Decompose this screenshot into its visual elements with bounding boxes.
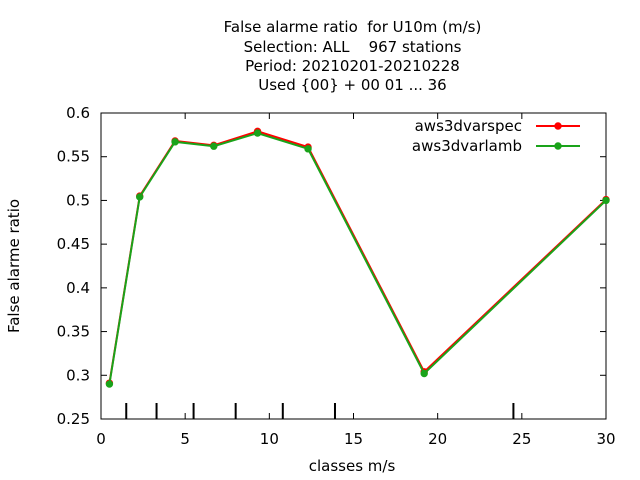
x-tick-label: 30 — [596, 430, 615, 448]
data-point-aws3dvarlamb — [171, 138, 179, 146]
x-tick-label: 25 — [512, 430, 531, 448]
chart-title-line-2: Selection: ALL 967 stations — [243, 38, 462, 56]
data-point-aws3dvarlamb — [136, 193, 144, 201]
data-point-aws3dvarlamb — [210, 142, 218, 150]
chart-title-line-1: False alarme ratio for U10m (m/s) — [223, 18, 482, 36]
y-tick-label: 0.35 — [57, 323, 90, 341]
data-point-aws3dvarlamb — [420, 369, 428, 378]
chart-title-line-3: Period: 20210201-20210228 — [245, 57, 460, 75]
y-tick-label: 0.3 — [66, 366, 90, 384]
legend-marker-aws3dvarspec — [554, 122, 562, 130]
y-tick-label: 0.55 — [57, 148, 90, 166]
y-tick-label: 0.6 — [66, 104, 90, 122]
legend-label-aws3dvarlamb: aws3dvarlamb — [412, 137, 522, 155]
data-point-aws3dvarlamb — [105, 380, 114, 388]
y-axis-label: False alarme ratio — [5, 199, 23, 333]
series-layer — [105, 127, 610, 388]
class-boundary-marks — [125, 403, 515, 419]
y-tick-label: 0.25 — [57, 410, 90, 428]
plot-frame — [100, 112, 607, 420]
y-axis: 0.25 0.3 0.35 0.4 0.45 0.5 0.55 0.6 — [57, 104, 606, 428]
x-tick-label: 10 — [260, 430, 279, 448]
x-tick-label: 20 — [428, 430, 447, 448]
x-tick-label: 5 — [180, 430, 190, 448]
data-point-aws3dvarlamb — [253, 129, 262, 137]
plot-border — [100, 112, 607, 420]
y-tick-label: 0.5 — [66, 191, 90, 209]
x-tick-label: 0 — [96, 430, 106, 448]
data-point-aws3dvarlamb — [602, 196, 610, 205]
chart-title-line-4: Used {00} + 00 01 ... 36 — [258, 76, 447, 94]
data-point-aws3dvarlamb — [304, 145, 312, 153]
series-line-aws3dvarspec — [108, 130, 607, 384]
legend: aws3dvarspec aws3dvarlamb — [412, 117, 580, 155]
legend-label-aws3dvarspec: aws3dvarspec — [415, 117, 522, 135]
legend-marker-aws3dvarlamb — [554, 142, 562, 150]
x-axis-label: classes m/s — [309, 457, 396, 475]
x-tick-label: 15 — [344, 430, 363, 448]
x-axis: 0 5 10 15 20 25 30 — [96, 113, 616, 448]
y-tick-label: 0.4 — [66, 279, 90, 297]
y-tick-label: 0.45 — [57, 235, 90, 253]
series-line-aws3dvarlamb — [108, 132, 607, 385]
